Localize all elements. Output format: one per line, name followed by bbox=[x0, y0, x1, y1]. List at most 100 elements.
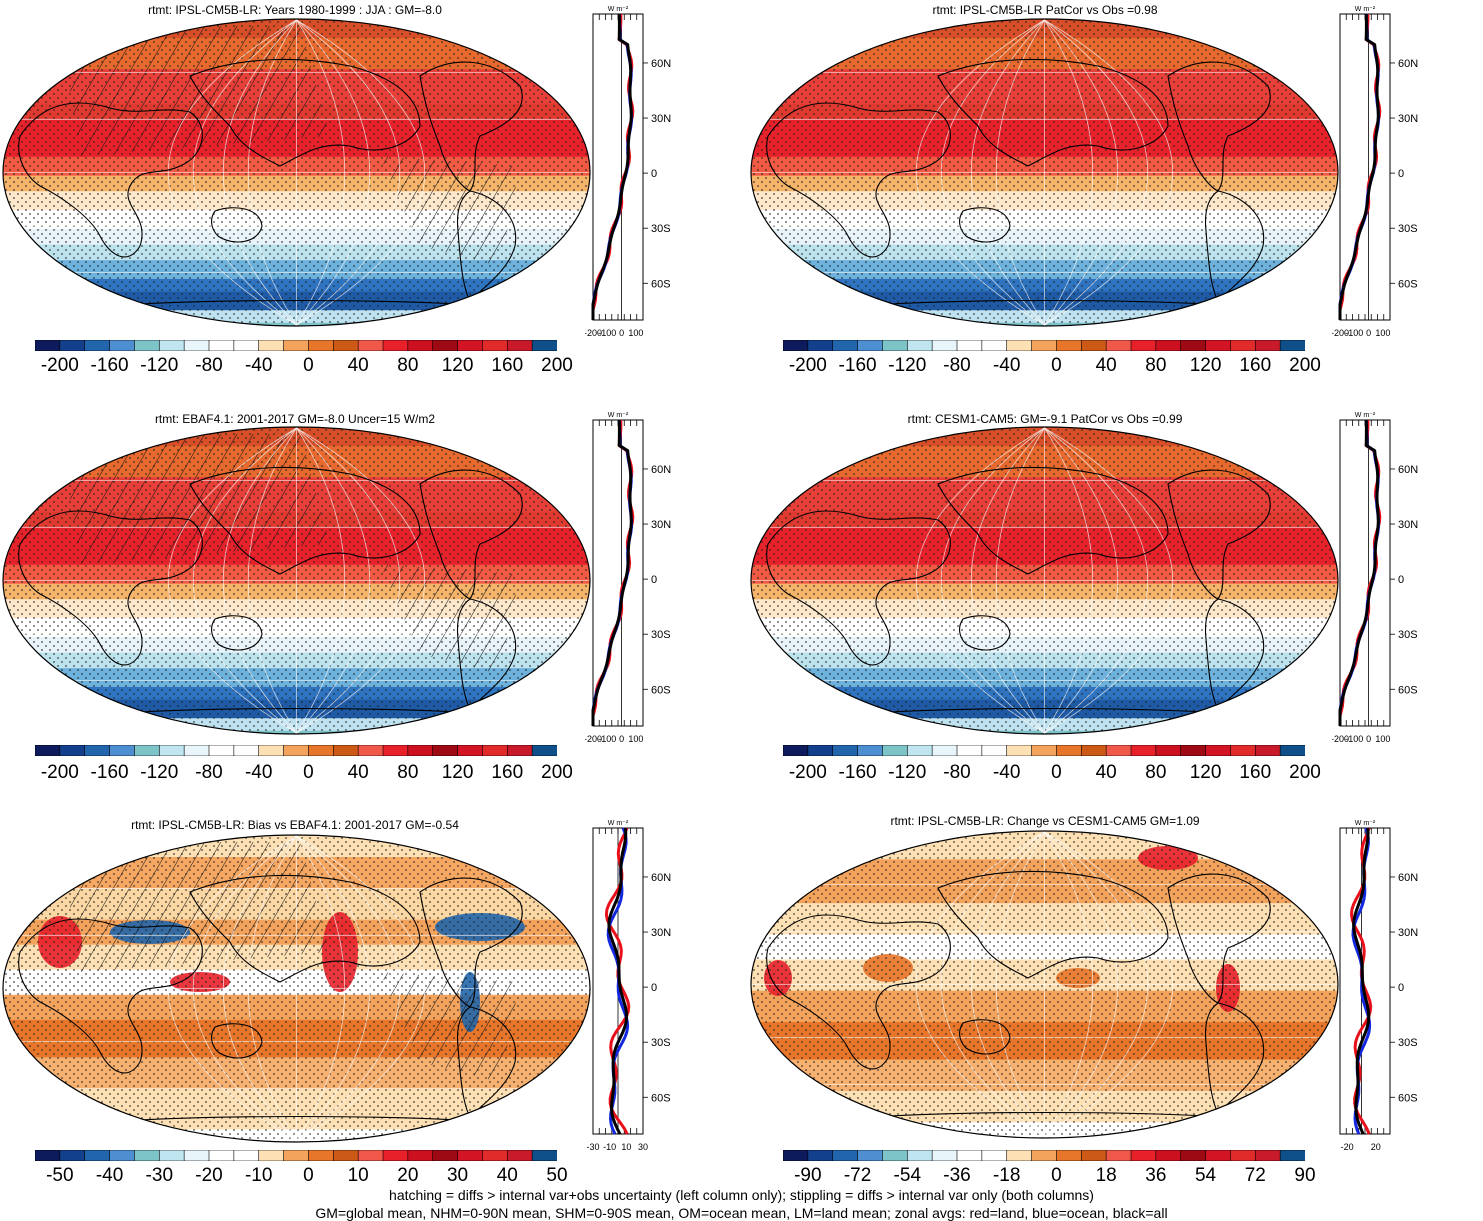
colorbar bbox=[783, 745, 1305, 756]
colorbar-tick-label: 0 bbox=[1051, 355, 1062, 376]
colorbar-swatch bbox=[1254, 340, 1281, 351]
coastline bbox=[1167, 61, 1271, 192]
colorbar-swatch bbox=[1130, 1150, 1157, 1161]
hatching bbox=[380, 972, 520, 1082]
coastline bbox=[18, 102, 203, 258]
colorbar-labels: -200 -160 -120 -80 -40 0 40 80 120 160 200 bbox=[783, 762, 1321, 786]
colorbar-swatch bbox=[1130, 340, 1157, 351]
colorbar-swatch bbox=[283, 745, 310, 756]
colorbar-tick-label: -18 bbox=[992, 1165, 1021, 1186]
coastline bbox=[419, 61, 523, 192]
zonal-y-tick-label: 60S bbox=[651, 684, 671, 696]
zonal-y-tick-label: 30N bbox=[651, 113, 671, 125]
zonal-y-tick-label: 60N bbox=[651, 464, 671, 476]
colorbar-swatch bbox=[258, 340, 285, 351]
colorbar-swatch bbox=[59, 745, 86, 756]
zonal-x-tick-label: -30 bbox=[586, 1142, 599, 1152]
zonal-y-tick-label: 60N bbox=[1398, 58, 1418, 70]
colorbar-swatch bbox=[134, 1150, 160, 1161]
zonal-x-tick-label: 100 bbox=[628, 328, 643, 338]
colorbar bbox=[783, 1150, 1305, 1161]
colorbar-swatch bbox=[857, 1150, 884, 1161]
colorbar-swatch bbox=[382, 1150, 409, 1161]
colorbar-tick-label: -200 bbox=[788, 355, 827, 376]
colorbar-swatch bbox=[432, 340, 459, 351]
coastline bbox=[959, 1019, 1011, 1055]
colorbar-tick-label: -80 bbox=[195, 762, 223, 783]
colorbar-swatch bbox=[906, 1150, 933, 1161]
colorbar-swatch bbox=[832, 340, 859, 351]
coastline bbox=[189, 58, 421, 167]
colorbar-swatch bbox=[1031, 1150, 1058, 1161]
colorbar-tick-label: 40 bbox=[1095, 355, 1117, 376]
zonal-y-tick-label: 0 bbox=[651, 982, 657, 994]
colorbar-swatch bbox=[407, 1150, 434, 1161]
map bbox=[2, 18, 591, 327]
colorbar-tick-label: 50 bbox=[546, 1165, 568, 1186]
colorbar-swatch bbox=[807, 1150, 834, 1161]
colorbar-swatch bbox=[84, 1150, 111, 1161]
zonal-x-tick-label: -200 bbox=[585, 734, 602, 744]
map-border bbox=[2, 18, 591, 327]
colorbar-labels: -200 -160 -120 -80 -40 0 40 80 120 160 200 bbox=[35, 355, 573, 379]
colorbar-tick-label: 200 bbox=[1289, 762, 1321, 783]
zonal-y-tick-label: 0 bbox=[1398, 982, 1404, 994]
colorbar-tick-label: -30 bbox=[145, 1165, 174, 1186]
colorbar-swatch bbox=[1105, 745, 1132, 756]
zonal-y-tick-label: 60S bbox=[1398, 278, 1418, 290]
colorbar-tick-label: -50 bbox=[46, 1165, 74, 1186]
colorbar-labels: -50 -40 -30 -20 -10 0 10 20 30 40 50 bbox=[35, 1165, 567, 1189]
colorbar-swatch bbox=[407, 340, 434, 351]
colorbar-swatch bbox=[432, 1150, 459, 1161]
colorbar-tick-label: 200 bbox=[541, 762, 573, 783]
colorbar-swatch bbox=[1080, 340, 1107, 351]
colorbar-tick-label: -90 bbox=[794, 1165, 822, 1186]
coastline bbox=[959, 207, 1011, 243]
colorbar-swatch bbox=[332, 1150, 359, 1161]
zonal-curve bbox=[1352, 827, 1371, 1135]
colorbar-swatch bbox=[857, 745, 884, 756]
colorbar-swatch bbox=[109, 745, 136, 756]
colorbar-tick-label: 120 bbox=[441, 355, 474, 376]
colorbar-swatch bbox=[1006, 1150, 1033, 1161]
colorbar-tick-label: 160 bbox=[1239, 762, 1272, 783]
colorbar-swatch bbox=[1254, 1150, 1281, 1161]
colorbar-tick-label: -200 bbox=[40, 355, 79, 376]
coastline bbox=[937, 58, 1169, 167]
coastline bbox=[937, 870, 1169, 979]
coastline bbox=[419, 877, 523, 1008]
panel-title: rtmt: EBAF4.1: 2001-2017 GM=-8.0 Uncer=1… bbox=[154, 412, 436, 426]
colorbar-swatch bbox=[531, 745, 557, 756]
colorbar-swatch bbox=[906, 340, 933, 351]
colorbar-swatch bbox=[308, 745, 334, 756]
map bbox=[750, 18, 1339, 327]
zonal-unit-label: W m⁻² bbox=[608, 820, 629, 827]
coastline bbox=[1167, 469, 1271, 600]
footer-line-1: hatching = diffs > internal var+obs unce… bbox=[389, 1187, 1094, 1203]
hatching bbox=[380, 156, 520, 266]
colorbar-tick-label: 0 bbox=[1051, 1165, 1062, 1186]
colorbar-tick-label: 160 bbox=[491, 355, 524, 376]
colorbar-swatch bbox=[158, 1150, 185, 1161]
colorbar-tick-label: 72 bbox=[1244, 1165, 1266, 1186]
zonal-y-tick-label: 60S bbox=[651, 278, 671, 290]
colorbar-swatch bbox=[457, 1150, 484, 1161]
zonal-x-tick-label: 10 bbox=[621, 1142, 631, 1152]
coastline bbox=[189, 874, 421, 983]
colorbar-swatch bbox=[283, 1150, 310, 1161]
map-border bbox=[750, 830, 1339, 1139]
colorbar-tick-label: 0 bbox=[303, 355, 314, 376]
zonal-x-tick-label: -100 bbox=[598, 734, 616, 744]
colorbar-swatch bbox=[59, 1150, 86, 1161]
zonal-curve bbox=[1338, 13, 1380, 320]
colorbar-tick-label: -160 bbox=[90, 355, 129, 376]
map-border bbox=[2, 426, 591, 735]
colorbar-swatch bbox=[1205, 1150, 1232, 1161]
colorbar-labels: -200 -160 -120 -80 -40 0 40 80 120 160 200 bbox=[35, 762, 573, 786]
colorbar-swatch bbox=[357, 340, 384, 351]
colorbar-tick-label: 200 bbox=[541, 355, 573, 376]
colorbar-swatch bbox=[258, 745, 285, 756]
colorbar-swatch bbox=[1205, 340, 1232, 351]
